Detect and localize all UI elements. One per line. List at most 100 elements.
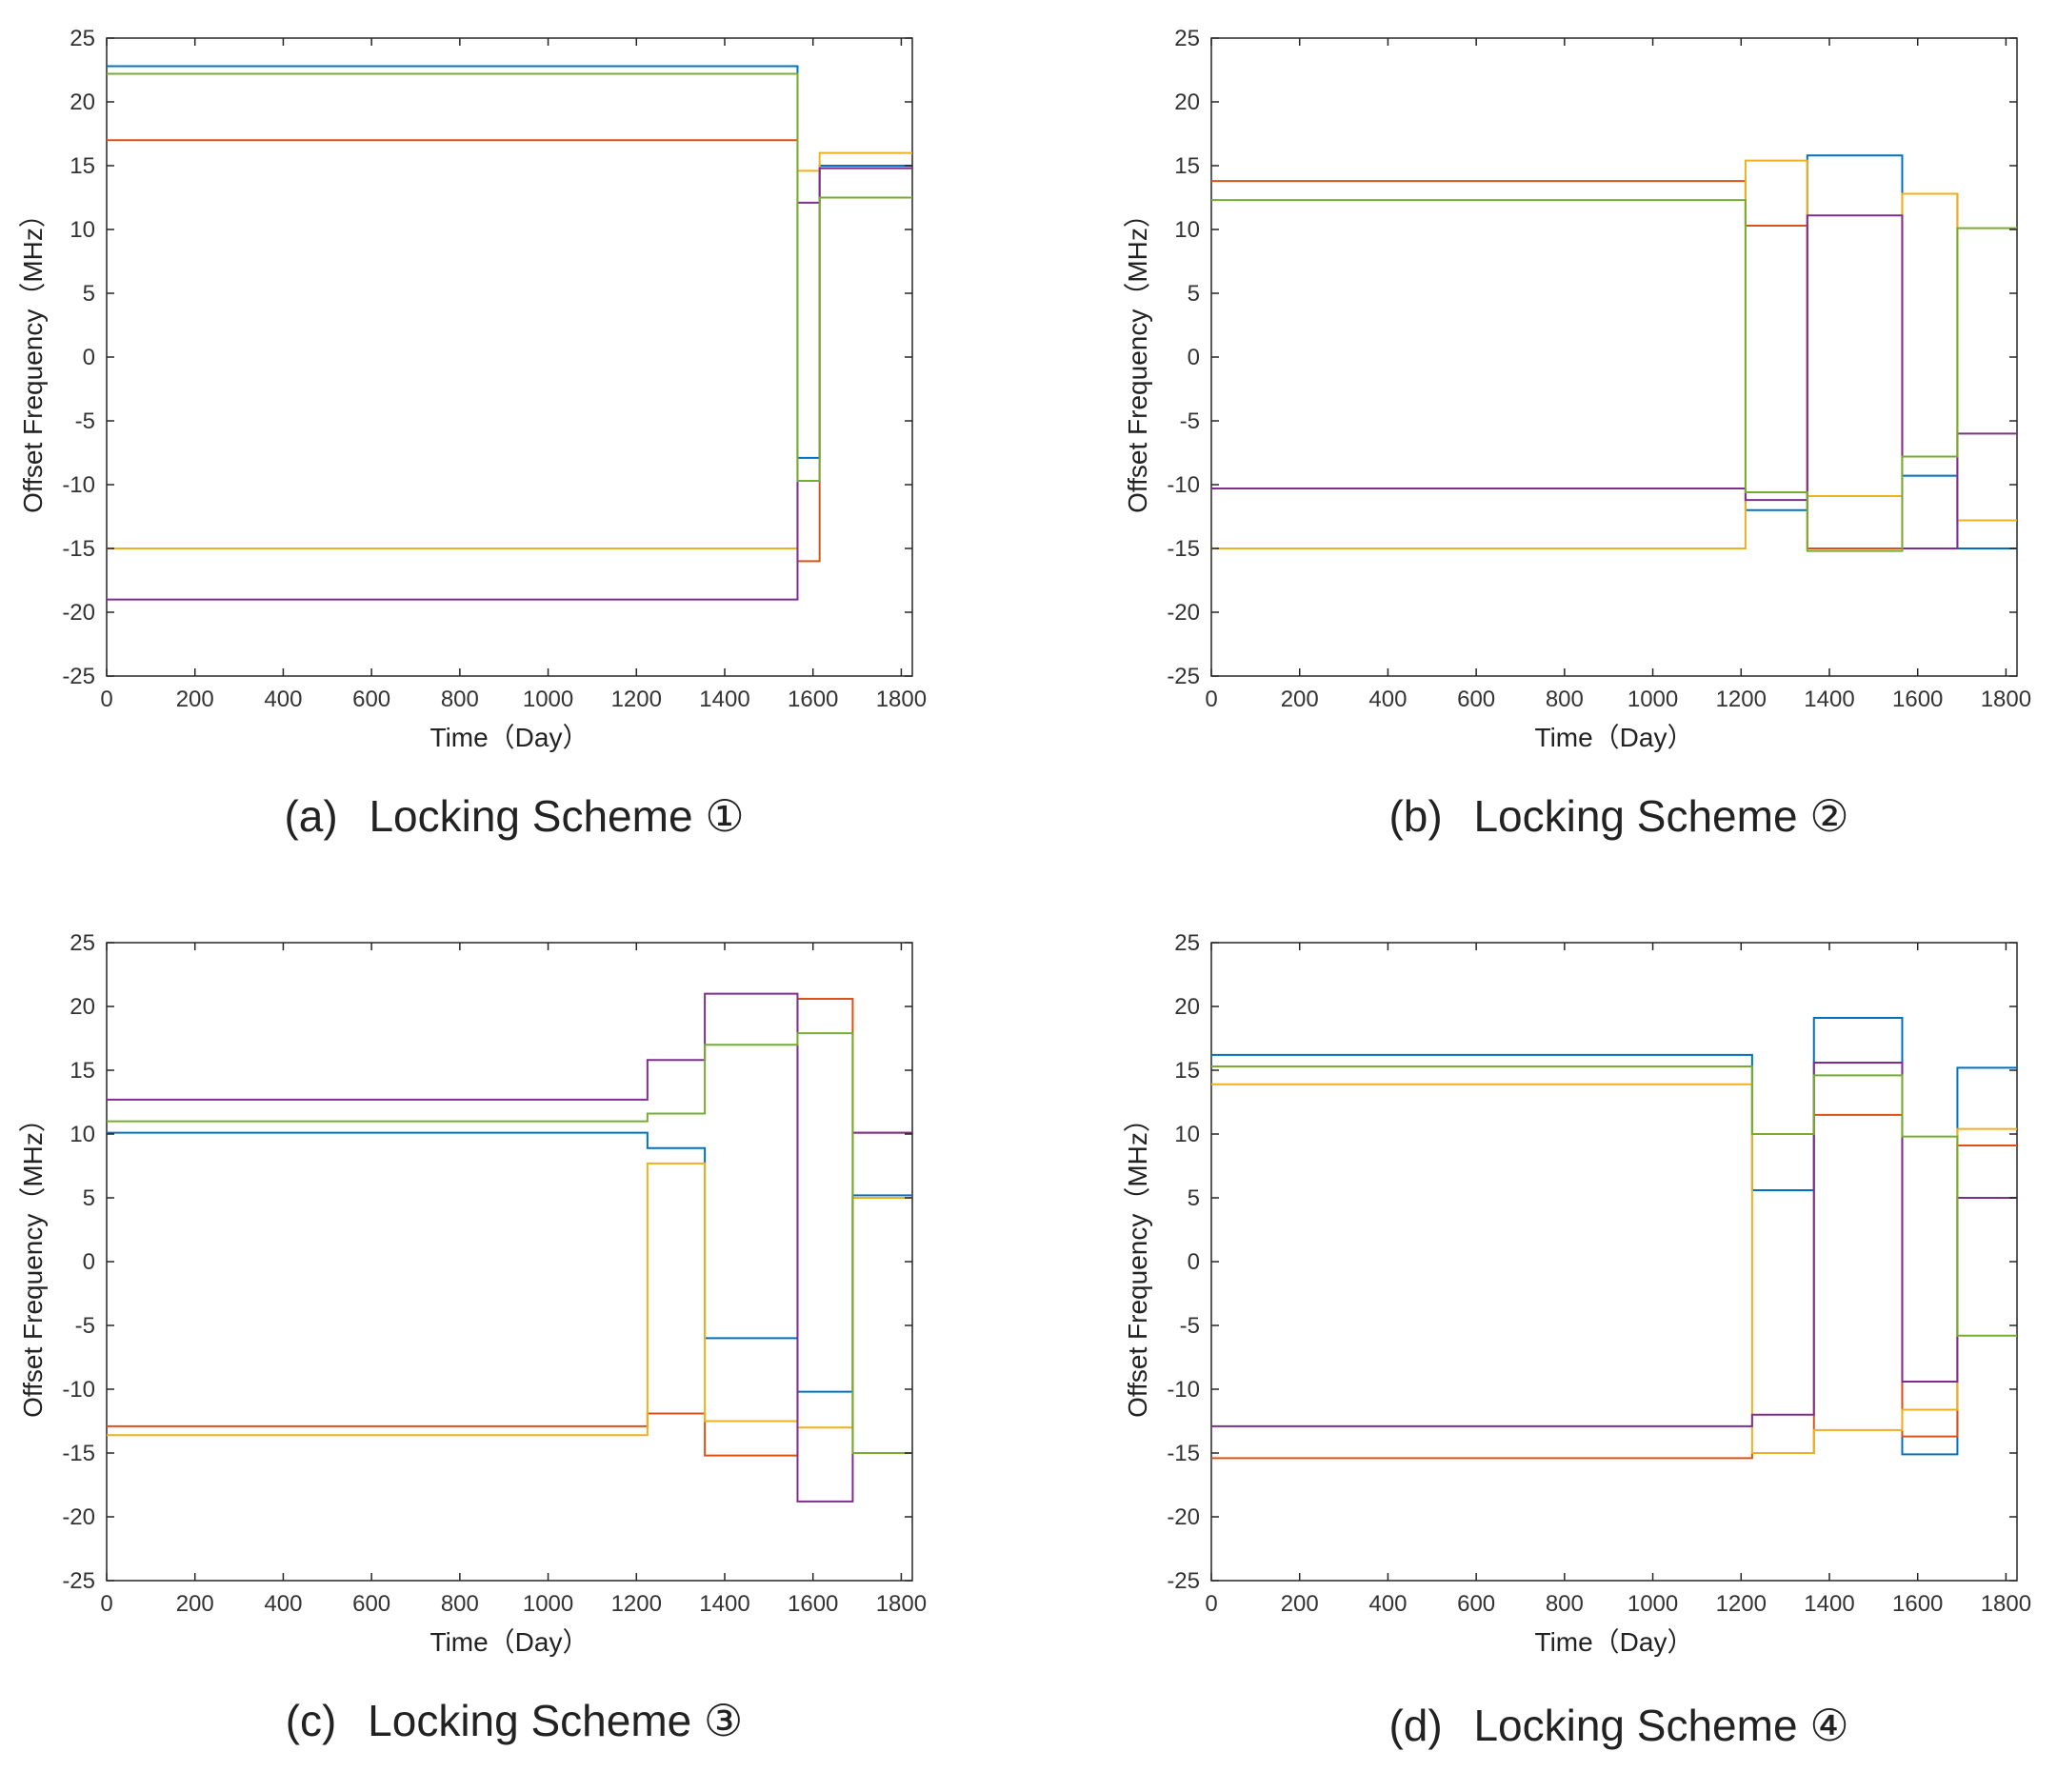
- chart-c-ytick-label-0: -25: [62, 1568, 95, 1594]
- chart-d-ytick-label-2: -15: [1167, 1441, 1200, 1466]
- chart-b-xlabel: Time（Day）: [1535, 723, 1694, 752]
- chart-a-xtick-label-5: 1000: [523, 687, 573, 712]
- chart-c-ytick-label-2: -15: [62, 1441, 95, 1466]
- chart-a-ylabel: Offset Frequency（MHz）: [18, 201, 48, 513]
- chart-c-ylabel: Offset Frequency（MHz）: [18, 1105, 48, 1418]
- chart-a-xtick-label-3: 600: [352, 687, 390, 712]
- chart-b-ytick-label-7: 10: [1174, 217, 1200, 243]
- chart-d-caption-text: Locking Scheme ④: [1473, 1701, 1849, 1750]
- chart-c-ytick-label-6: 5: [83, 1185, 95, 1211]
- chart-c-ytick-label-8: 15: [70, 1058, 95, 1084]
- chart-d-xlabel: Time（Day）: [1535, 1627, 1694, 1657]
- chart-a-ytick-label-1: -20: [62, 600, 95, 626]
- chart-a-ytick-label-4: -5: [75, 408, 95, 434]
- chart-a-ytick-label-2: -15: [62, 536, 95, 562]
- chart-b-xtick-label-0: 0: [1205, 687, 1217, 712]
- chart-c-xtick-label-3: 600: [352, 1591, 390, 1617]
- chart-c-plot: 0 200 400 600 800 1000 1200 1400 1600 1800-25-20-…: [18, 930, 927, 1657]
- chart-d-ytick-label-10: 25: [1174, 930, 1200, 956]
- chart-a-caption-text: Locking Scheme ①: [369, 791, 745, 841]
- chart-b-xtick-label-4: 800: [1546, 687, 1584, 712]
- chart-b-ytick-label-10: 25: [1174, 26, 1200, 51]
- chart-b-ytick-label-9: 20: [1174, 90, 1200, 115]
- chart-a-ytick-label-10: 25: [70, 26, 95, 51]
- chart-a-xlabel: Time（Day）: [430, 723, 589, 752]
- chart-b-xtick-label-2: 400: [1368, 687, 1407, 712]
- chart-b-ytick-label-5: 0: [1188, 345, 1200, 370]
- chart-d-ylabel: Offset Frequency（MHz）: [1123, 1105, 1152, 1418]
- chart-d-xtick-label-1: 200: [1281, 1591, 1319, 1617]
- chart-b-series-5-line: [1211, 199, 2017, 552]
- chart-d-ytick-label-1: -20: [1167, 1504, 1200, 1530]
- chart-d-xtick-label-9: 1800: [1981, 1591, 2031, 1617]
- chart-b-ytick-label-2: -15: [1167, 536, 1200, 562]
- chart-b-xtick-label-3: 600: [1457, 687, 1495, 712]
- chart-a-xtick-label-8: 1600: [788, 687, 838, 712]
- chart-b-ytick-label-6: 5: [1188, 281, 1200, 307]
- chart-b-xtick-label-9: 1800: [1981, 687, 2031, 712]
- chart-a-ytick-label-5: 0: [83, 345, 95, 370]
- chart-c-xtick-label-5: 1000: [523, 1591, 573, 1617]
- chart-b-ytick-label-0: -25: [1167, 664, 1200, 689]
- chart-c-series-5-line: [107, 1032, 912, 1454]
- chart-b-xtick-label-1: 200: [1281, 687, 1319, 712]
- chart-d-ytick-label-8: 15: [1174, 1058, 1200, 1084]
- chart-d-ytick-label-9: 20: [1174, 994, 1200, 1020]
- chart-c-xtick-label-1: 200: [176, 1591, 214, 1617]
- chart-d-plot: 0 200 400 600 800 1000 1200 1400 1600 1800-25-20-…: [1123, 930, 2031, 1657]
- chart-d-ytick-label-7: 10: [1174, 1122, 1200, 1147]
- chart-c-ytick-label-1: -20: [62, 1504, 95, 1530]
- chart-b-caption-text: Locking Scheme ②: [1473, 791, 1849, 841]
- chart-b-ytick-label-1: -20: [1167, 600, 1200, 626]
- chart-a-xtick-label-7: 1400: [699, 687, 749, 712]
- chart-c-xtick-label-6: 1200: [611, 1591, 662, 1617]
- chart-a-series-4-line: [107, 167, 912, 601]
- chart-c-caption-text: Locking Scheme ③: [368, 1696, 744, 1745]
- chart-c-xtick-label-0: 0: [100, 1591, 112, 1617]
- chart-b-ylabel: Offset Frequency（MHz）: [1123, 201, 1152, 513]
- chart-panel-c: 0 200 400 600 800 1000 1200 1400 1600 1800 -25 -20-…: [0, 905, 1028, 1792]
- chart-d-ytick-label-3: -10: [1167, 1377, 1200, 1403]
- chart-d-series-5-line: [1211, 1065, 2017, 1337]
- chart-a-xtick-label-1: 200: [176, 687, 214, 712]
- chart-d-ytick-label-0: -25: [1167, 1568, 1200, 1594]
- chart-a-xtick-label-4: 800: [441, 687, 479, 712]
- chart-d-xtick-label-6: 1200: [1716, 1591, 1767, 1617]
- chart-a-series-3-line: [107, 151, 912, 549]
- chart-c-caption-label: (c): [285, 1696, 337, 1745]
- chart-a-xtick-label-0: 0: [100, 687, 112, 712]
- chart-c-ytick-label-7: 10: [70, 1122, 95, 1147]
- chart-a-caption-label: (a): [284, 791, 338, 841]
- chart-d-xtick-label-3: 600: [1457, 1591, 1495, 1617]
- chart-b-caption-label: (b): [1388, 791, 1443, 841]
- chart-a-ytick-label-3: -10: [62, 472, 95, 498]
- chart-d-ytick-label-5: 0: [1188, 1249, 1200, 1275]
- chart-a-xtick-label-6: 1200: [611, 687, 662, 712]
- chart-c-xtick-label-2: 400: [264, 1591, 302, 1617]
- chart-b-series-4-line: [1211, 214, 2017, 549]
- chart-d-xtick-label-7: 1400: [1804, 1591, 1854, 1617]
- chart-a-caption: (a) Locking Scheme ①: [0, 790, 1028, 842]
- chart-a-series-5-line: [107, 72, 912, 482]
- chart-d-ytick-label-4: -5: [1180, 1313, 1200, 1339]
- chart-c-ytick-label-5: 0: [83, 1249, 95, 1275]
- chart-d-ytick-label-6: 5: [1188, 1185, 1200, 1211]
- chart-a-ytick-label-6: 5: [83, 281, 95, 307]
- chart-b-caption: (b) Locking Scheme ②: [1105, 790, 2057, 842]
- chart-d-xtick-label-2: 400: [1368, 1591, 1407, 1617]
- chart-b-xtick-label-5: 1000: [1628, 687, 1678, 712]
- chart-c-xtick-label-8: 1600: [788, 1591, 838, 1617]
- chart-c-ytick-label-9: 20: [70, 994, 95, 1020]
- chart-c-axes-box: [106, 942, 913, 1582]
- chart-d-caption: (d) Locking Scheme ④: [1105, 1700, 2057, 1751]
- chart-a-xtick-label-9: 1800: [876, 687, 927, 712]
- chart-c-ytick-label-10: 25: [70, 930, 95, 956]
- chart-panel-b: 0 200 400 600 800 1000 1200 1400 1600 1800 -25 -20-…: [1105, 0, 2057, 887]
- chart-c-caption: (c) Locking Scheme ③: [0, 1695, 1028, 1746]
- chart-b-xtick-label-6: 1200: [1716, 687, 1767, 712]
- chart-b-xtick-label-7: 1400: [1804, 687, 1854, 712]
- chart-d-xtick-label-5: 1000: [1628, 1591, 1678, 1617]
- chart-b-ytick-label-3: -10: [1167, 472, 1200, 498]
- chart-c-ytick-label-3: -10: [62, 1377, 95, 1403]
- chart-panel-a: 0 200 400 600 800 1000 1200 1400 1600 1800 -25 -20-…: [0, 0, 1028, 887]
